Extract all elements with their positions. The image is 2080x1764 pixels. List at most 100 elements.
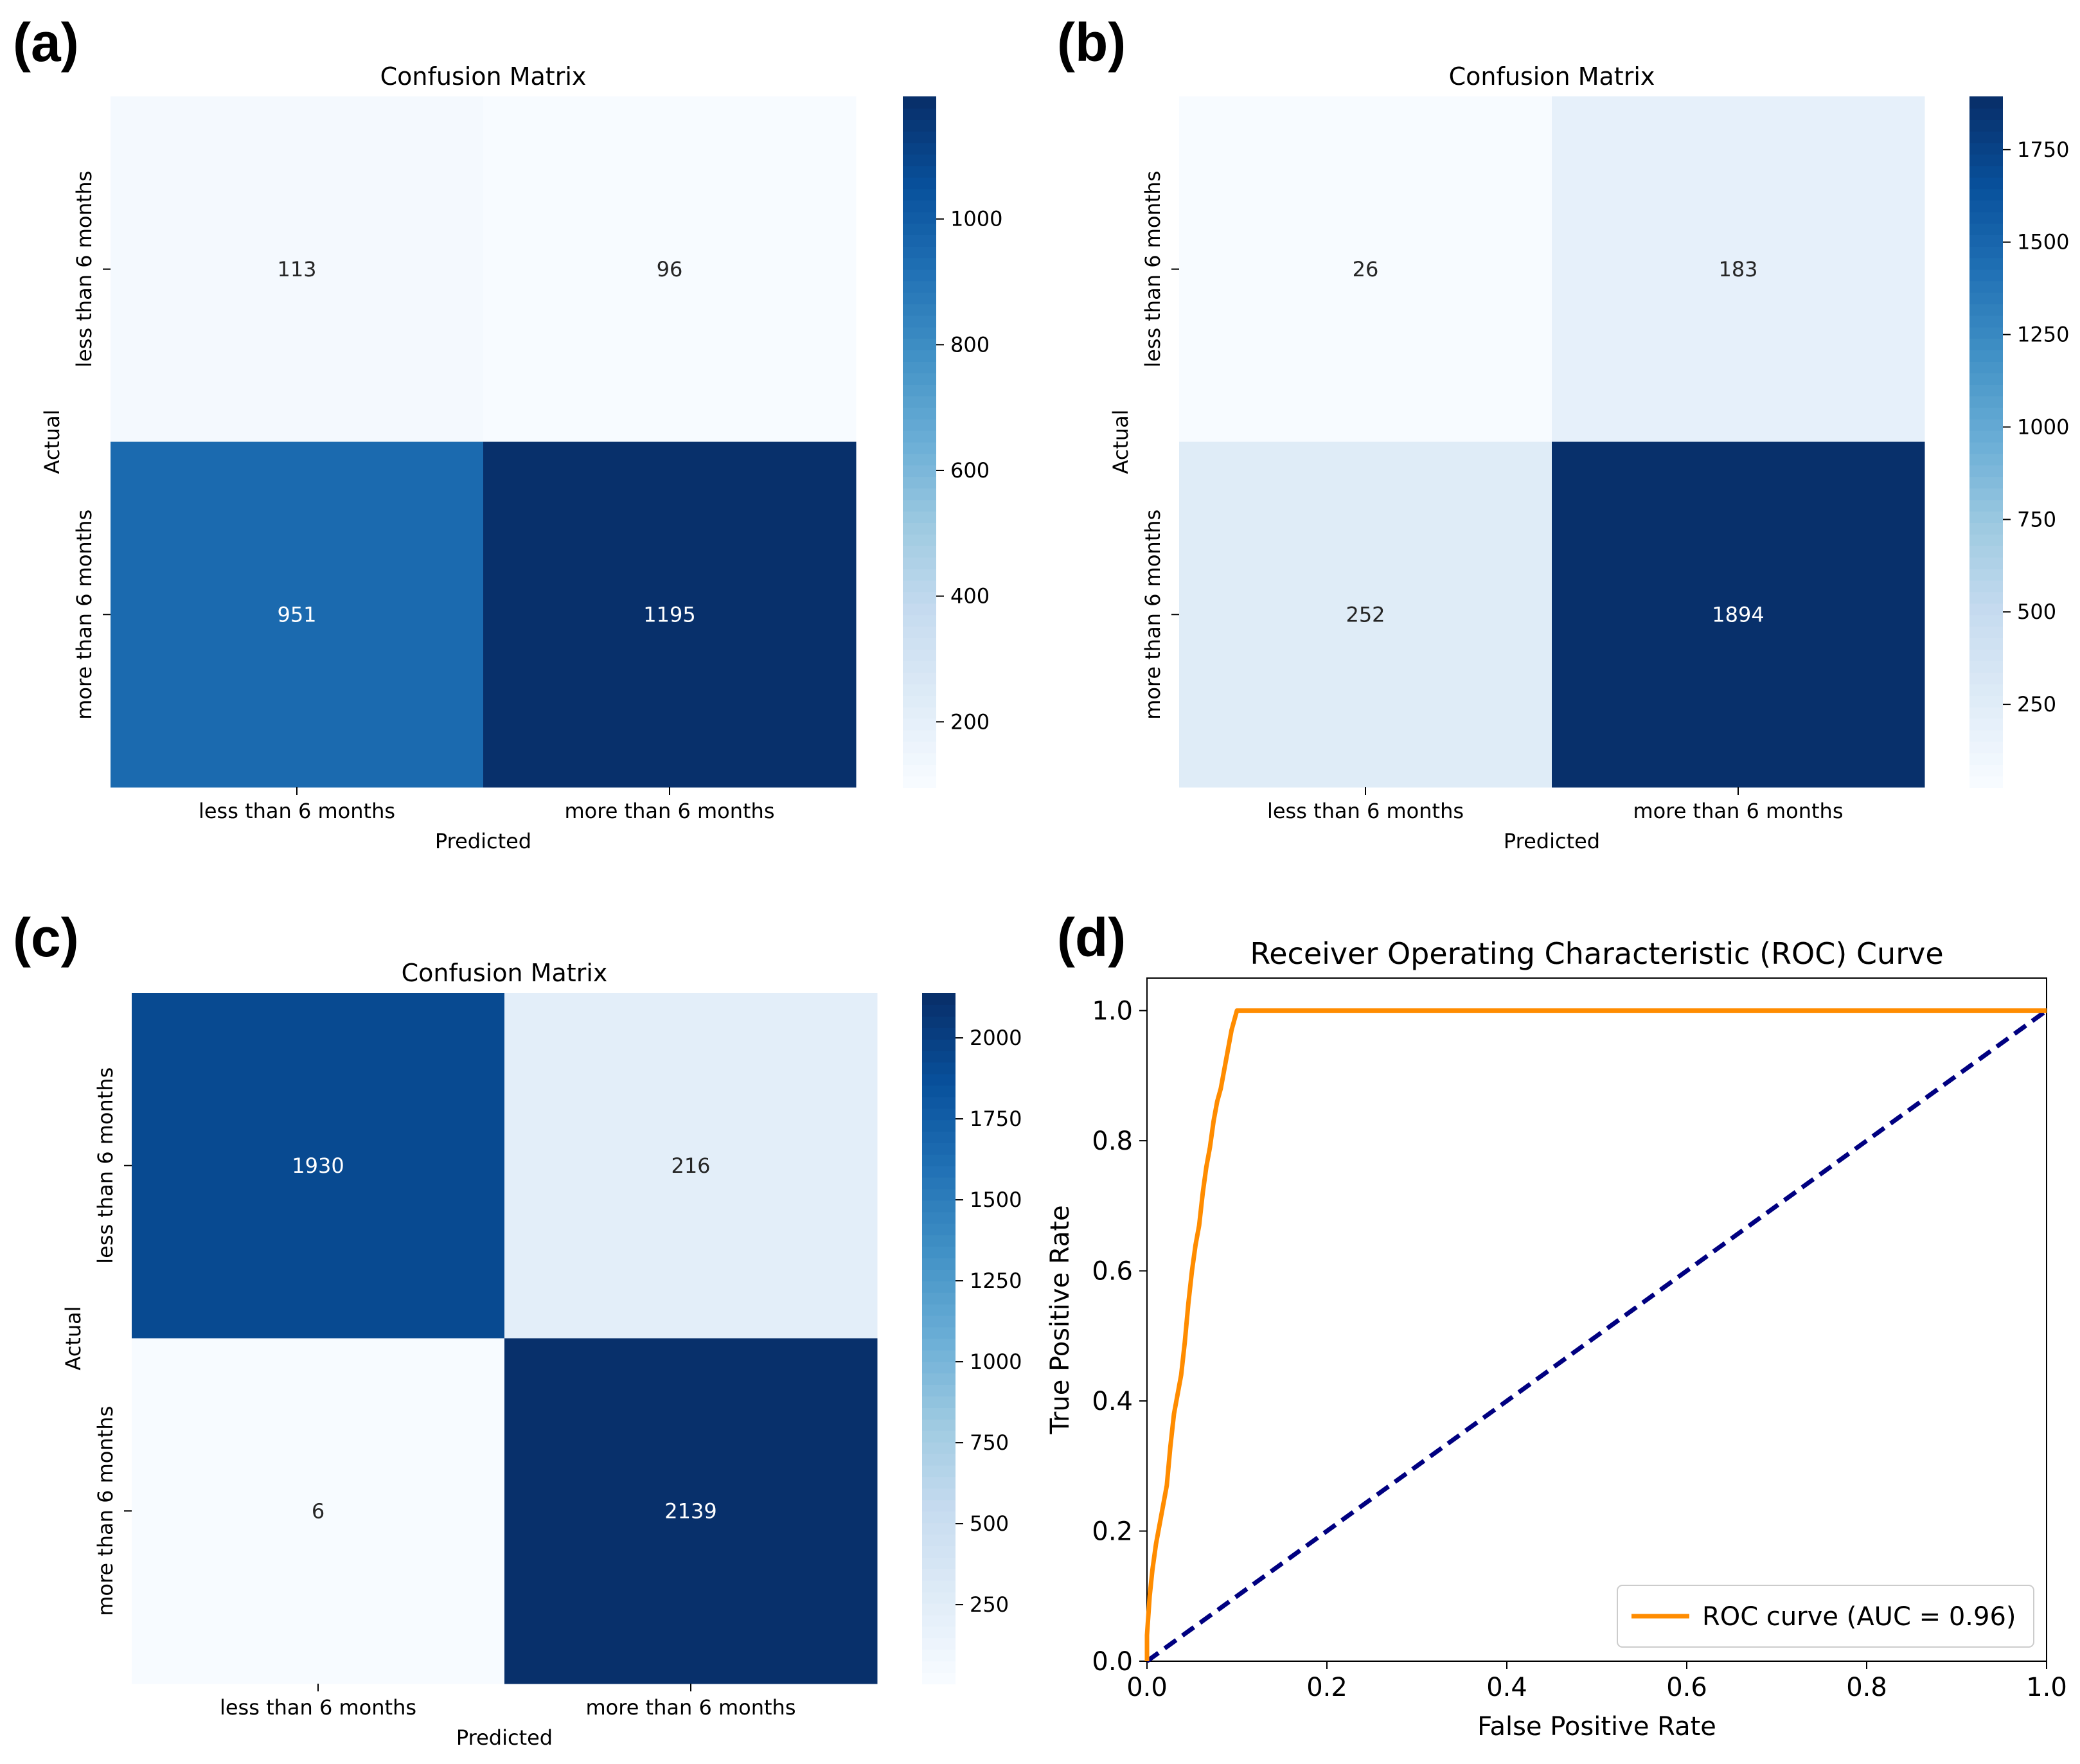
x-tick-label: 1.0 <box>2026 1673 2067 1702</box>
y-axis-label: Actual <box>40 409 64 474</box>
colorbar-segment <box>922 1085 956 1098</box>
colorbar-segment <box>922 1131 956 1143</box>
x-tick-label: more than 6 months <box>1633 799 1843 823</box>
colorbar-segment <box>922 1234 956 1247</box>
colorbar-segment <box>922 1165 956 1178</box>
colorbar-segment <box>903 499 936 512</box>
panel-letter-c: (c) <box>13 907 79 968</box>
colorbar-segment <box>1969 465 2003 477</box>
y-tick-label: less than 6 months <box>93 1067 118 1264</box>
heatmap-c: Confusion Matrix 1930 216 6 2139 less than 6 … <box>61 959 1022 1750</box>
colorbar-segment <box>1969 649 2003 661</box>
y-tick-label: 0.4 <box>1092 1387 1133 1416</box>
colorbar-segment <box>922 1350 956 1362</box>
colorbar-segment <box>903 361 936 373</box>
colorbar-segment <box>1969 557 2003 569</box>
heatmap-cell <box>483 441 857 788</box>
heatmap-cell <box>132 993 505 1339</box>
roc-title: Receiver Operating Characteristic (ROC) … <box>1250 936 1943 971</box>
colorbar-segment <box>903 718 936 731</box>
colorbar-segment <box>903 568 936 581</box>
x-tick-label: 0.0 <box>1126 1673 1168 1702</box>
y-tick-label: 0.8 <box>1092 1127 1133 1156</box>
y-axis-label: Actual <box>61 1306 85 1370</box>
colorbar-segment <box>1969 119 2003 132</box>
colorbar-tick-label: 1500 <box>970 1188 1022 1212</box>
colorbar-segment <box>1969 418 2003 431</box>
colorbar-tick-label: 250 <box>970 1592 1009 1617</box>
colorbar-segment <box>903 441 936 454</box>
colorbar-tick-label: 750 <box>2017 507 2056 531</box>
colorbar-tick-label: 1250 <box>970 1269 1022 1293</box>
colorbar-tick-label: 1000 <box>950 207 1002 231</box>
colorbar-segment <box>903 107 936 120</box>
colorbar-segment <box>922 1637 956 1650</box>
colorbar-segment <box>903 580 936 592</box>
colorbar-segment <box>903 280 936 293</box>
colorbar-segment <box>922 1556 956 1569</box>
colorbar-segment <box>903 545 936 558</box>
heatmap-cell <box>1552 96 1925 442</box>
heatmap-a: Confusion Matrix 113 96 951 1195 less than 6 … <box>40 62 1002 853</box>
y-tick-label: more than 6 months <box>72 510 96 720</box>
colorbar-segment <box>903 533 936 546</box>
colorbar-segment <box>922 1108 956 1121</box>
colorbar-tick-label: 1000 <box>970 1350 1022 1374</box>
x-tick-label: more than 6 months <box>585 1695 796 1720</box>
colorbar-segment <box>922 1430 956 1443</box>
colorbar-segment <box>1969 373 2003 385</box>
colorbar-segment <box>903 96 936 109</box>
colorbar-segment <box>922 1050 956 1063</box>
colorbar-segment <box>903 476 936 489</box>
colorbar-segment <box>1969 384 2003 396</box>
colorbar-segment <box>922 1661 956 1673</box>
heatmap-cell <box>111 96 484 442</box>
colorbar-segment <box>922 1338 956 1351</box>
colorbar-segment <box>1969 637 2003 650</box>
colorbar-segment <box>922 1269 956 1281</box>
cell-value-label: 1894 <box>1712 602 1764 627</box>
y-tick-label: 0.0 <box>1092 1647 1133 1677</box>
colorbar-segment <box>922 1246 956 1259</box>
colorbar-segment <box>1969 350 2003 362</box>
colorbar-tick-label: 1750 <box>2017 138 2069 162</box>
colorbar-segment <box>922 1200 956 1213</box>
heatmap-cell <box>1179 96 1552 442</box>
colorbar-tick-label: 2000 <box>970 1026 1022 1050</box>
colorbar-segment <box>903 430 936 443</box>
roc-chart: Receiver Operating Characteristic (ROC) … <box>1045 936 2067 1742</box>
colorbar-segment <box>1969 568 2003 581</box>
colorbar-segment <box>922 1280 956 1293</box>
cell-value-label: 113 <box>277 257 316 281</box>
y-tick-label: more than 6 months <box>93 1406 118 1616</box>
cell-value-label: 216 <box>671 1154 710 1178</box>
colorbar-segment <box>922 1292 956 1305</box>
colorbar-segment <box>1969 280 2003 293</box>
colorbar-tick-label: 1500 <box>2017 230 2069 254</box>
colorbar-segment <box>922 1223 956 1236</box>
colorbar-segment <box>903 626 936 639</box>
heatmap-cell <box>111 441 484 788</box>
y-tick-label: more than 6 months <box>1141 510 1165 720</box>
colorbar-segment <box>1969 154 2003 166</box>
colorbar-segment <box>922 1258 956 1270</box>
colorbar-segment <box>903 373 936 385</box>
colorbar-segment <box>922 1522 956 1535</box>
cell-value-label: 26 <box>1353 257 1379 281</box>
x-tick-label: less than 6 months <box>1267 799 1464 823</box>
cell-value-label: 183 <box>1718 257 1757 281</box>
colorbar-segment <box>903 165 936 178</box>
panel-letter-d: (d) <box>1057 907 1126 968</box>
x-axis-label: False Positive Rate <box>1477 1712 1716 1742</box>
colorbar-segment <box>922 1038 956 1051</box>
colorbar-segment <box>903 764 936 777</box>
y-tick-label: less than 6 months <box>1141 171 1165 368</box>
colorbar-segment <box>922 1603 956 1616</box>
colorbar-segment <box>922 993 956 1005</box>
heatmap-cell <box>504 993 878 1339</box>
x-tick-label: 0.4 <box>1486 1673 1527 1702</box>
y-tick-label: less than 6 months <box>72 171 96 368</box>
panel-letter-b: (b) <box>1057 12 1126 73</box>
colorbar-segment <box>1969 695 2003 708</box>
